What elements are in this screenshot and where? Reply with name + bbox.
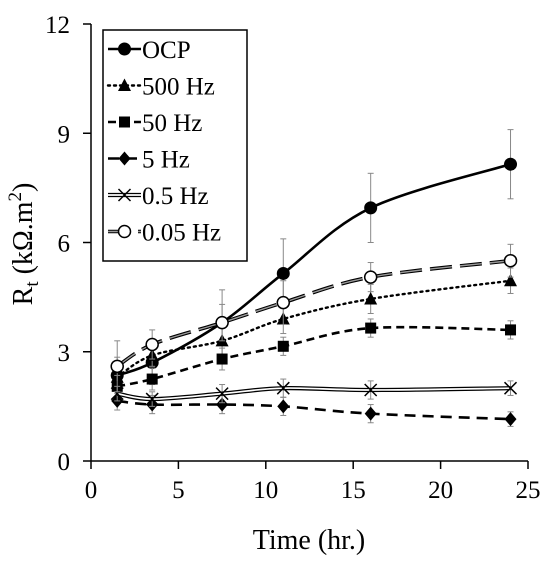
legend-item: 500 Hz bbox=[106, 74, 215, 101]
legend-marker bbox=[119, 116, 130, 128]
data-point bbox=[504, 157, 518, 171]
data-point bbox=[505, 324, 517, 336]
y-tick-label: 0 bbox=[58, 449, 71, 476]
data-point bbox=[277, 399, 290, 414]
legend-label: 0.05 Hz bbox=[142, 220, 221, 247]
legend-item: 50 Hz bbox=[108, 110, 202, 137]
ticks: 0 5 10 15 20 25 0 3 6 9 12 bbox=[45, 12, 541, 504]
legend-marker bbox=[118, 151, 131, 166]
x-tick-label: 15 bbox=[341, 477, 366, 504]
series-line bbox=[116, 325, 511, 388]
data-point bbox=[276, 381, 290, 395]
x-tick-label: 25 bbox=[516, 477, 541, 504]
y-tick-label: 12 bbox=[45, 12, 70, 39]
legend-item: OCP bbox=[108, 37, 191, 64]
y-axis-label: Rt (kΩ.m2) bbox=[5, 183, 43, 306]
x-tick-label: 20 bbox=[428, 477, 453, 504]
y-tick-label: 6 bbox=[58, 231, 71, 258]
data-point bbox=[364, 291, 378, 305]
plot-area bbox=[110, 129, 518, 427]
legend-label: 50 Hz bbox=[142, 110, 202, 137]
y-axis-label-main: R bbox=[8, 286, 39, 305]
legend-marker bbox=[117, 188, 132, 202]
data-point bbox=[110, 359, 124, 374]
series-50-hz bbox=[111, 318, 517, 398]
legend-item: 5 Hz bbox=[108, 147, 190, 174]
data-point bbox=[110, 387, 124, 401]
data-point bbox=[364, 201, 378, 215]
legend-marker bbox=[118, 42, 131, 56]
data-point bbox=[145, 337, 159, 352]
data-point bbox=[216, 397, 229, 412]
legend-box bbox=[102, 29, 248, 262]
y-axis-label-superscript: 2 bbox=[5, 192, 26, 202]
data-point bbox=[504, 273, 518, 287]
series-0-5-hz bbox=[110, 378, 518, 407]
data-point bbox=[215, 387, 229, 401]
data-point bbox=[146, 373, 158, 385]
data-point bbox=[277, 340, 289, 352]
y-axis-label-close: ) bbox=[8, 183, 39, 192]
x-axis-label: Time (hr.) bbox=[253, 525, 366, 556]
y-tick-label: 9 bbox=[58, 121, 71, 148]
data-point bbox=[503, 253, 518, 268]
legend-item: 0.05 Hz bbox=[108, 220, 221, 247]
legend: OCP 500 Hz 50 Hz 5 Hz 0.5 Hz 0.05 Hz bbox=[102, 29, 248, 262]
data-point bbox=[363, 270, 378, 284]
data-point bbox=[364, 406, 377, 421]
data-point bbox=[504, 412, 517, 427]
data-point bbox=[276, 266, 290, 280]
data-point bbox=[365, 322, 377, 334]
legend-label: 500 Hz bbox=[142, 74, 215, 101]
legend-label: OCP bbox=[142, 37, 191, 64]
data-point bbox=[216, 353, 228, 365]
legend-item: 0.5 Hz bbox=[108, 183, 209, 210]
data-point bbox=[364, 383, 378, 397]
legend-label: 5 Hz bbox=[142, 147, 190, 174]
x-tick-label: 5 bbox=[172, 477, 185, 504]
data-point bbox=[276, 295, 291, 310]
y-axis-label-subscript: t bbox=[22, 281, 43, 287]
legend-marker bbox=[117, 224, 132, 239]
data-point bbox=[503, 381, 518, 395]
x-tick-label: 10 bbox=[253, 477, 278, 504]
data-point bbox=[145, 392, 159, 406]
series-line bbox=[117, 399, 511, 421]
x-tick-label: 0 bbox=[85, 477, 98, 504]
y-tick-label: 3 bbox=[58, 340, 71, 367]
legend-label: 0.5 Hz bbox=[142, 183, 209, 210]
legend-marker bbox=[118, 78, 131, 91]
data-point bbox=[215, 315, 229, 330]
y-axis-label-unit: (kΩ.m bbox=[8, 201, 39, 281]
series-0-05-hz bbox=[110, 243, 518, 393]
